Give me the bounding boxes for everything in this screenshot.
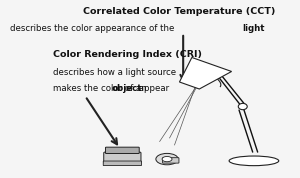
FancyBboxPatch shape [104,152,141,163]
Ellipse shape [162,156,172,162]
Text: describes the color appearance of the: describes the color appearance of the [10,24,179,33]
Text: light: light [243,24,265,33]
Text: makes the color of an: makes the color of an [53,84,149,93]
FancyBboxPatch shape [163,158,179,163]
FancyBboxPatch shape [103,161,142,166]
Text: Correlated Color Temperature (CCT): Correlated Color Temperature (CCT) [83,7,276,16]
Ellipse shape [229,156,279,166]
Circle shape [238,103,247,110]
Text: object: object [111,84,142,93]
Ellipse shape [156,153,178,165]
Text: appear: appear [136,84,169,93]
FancyBboxPatch shape [106,147,139,153]
Text: Color Rendering Index (CRI): Color Rendering Index (CRI) [53,50,202,59]
Polygon shape [179,57,232,89]
Text: describes how a light source: describes how a light source [53,68,176,77]
